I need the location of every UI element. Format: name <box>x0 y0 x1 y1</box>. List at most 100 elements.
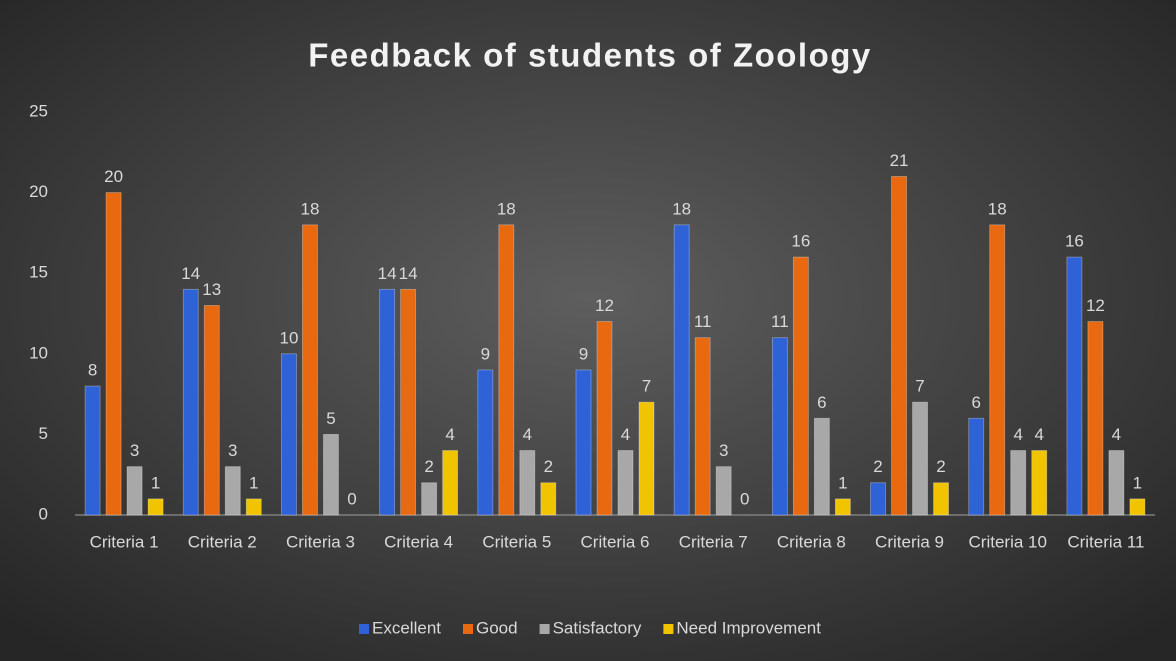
data-label: 4 <box>621 425 630 444</box>
legend-swatch <box>463 624 473 634</box>
bar <box>105 192 122 516</box>
bar <box>442 450 459 516</box>
bar <box>126 466 143 516</box>
bar <box>302 224 318 516</box>
bar <box>540 482 557 516</box>
bar <box>519 450 536 516</box>
x-tick-label: Criteria 10 <box>969 532 1047 551</box>
data-label: 18 <box>300 199 319 218</box>
x-tick-label: Criteria 5 <box>482 532 551 551</box>
bar <box>933 482 949 516</box>
bar <box>834 498 851 516</box>
bar <box>147 498 164 516</box>
data-label: 18 <box>672 199 691 218</box>
bar <box>84 385 101 516</box>
x-tick-label: Criteria 1 <box>90 532 159 551</box>
data-label: 8 <box>88 361 97 380</box>
data-label: 2 <box>936 457 945 476</box>
y-tick-label: 25 <box>29 101 48 120</box>
legend-swatch <box>663 624 674 634</box>
data-label: 9 <box>579 344 588 363</box>
data-label: 1 <box>151 473 160 492</box>
data-label: 10 <box>279 328 298 347</box>
x-tick-label: Criteria 3 <box>286 532 355 551</box>
y-tick-label: 20 <box>29 182 48 201</box>
bar <box>203 305 220 516</box>
bar <box>421 482 438 516</box>
data-label: 9 <box>481 344 490 363</box>
data-label: 3 <box>228 441 237 460</box>
bar <box>575 369 592 516</box>
bar <box>870 482 886 516</box>
bar <box>771 337 788 516</box>
data-label: 1 <box>249 473 258 492</box>
bar <box>477 369 494 516</box>
data-label: 12 <box>595 296 614 315</box>
data-label: 1 <box>838 473 847 492</box>
legend-label: Need Improvement <box>676 618 821 637</box>
bar <box>891 176 907 516</box>
bar <box>1010 450 1027 516</box>
bar <box>617 450 634 516</box>
legend-label: Good <box>476 618 518 637</box>
data-label: 3 <box>719 441 728 460</box>
x-tick-label: Criteria 2 <box>188 532 257 551</box>
data-label: 2 <box>424 457 433 476</box>
data-label: 7 <box>915 377 924 396</box>
data-label: 13 <box>202 280 221 299</box>
x-tick-label: Criteria 8 <box>777 532 846 551</box>
bar <box>596 321 613 516</box>
data-label: 14 <box>181 264 200 283</box>
bar <box>1066 256 1083 516</box>
legend-label: Satisfactory <box>553 618 642 637</box>
data-label: 11 <box>694 312 712 331</box>
data-label: 4 <box>1034 425 1043 444</box>
x-tick-label: Criteria 9 <box>875 532 944 551</box>
data-label: 20 <box>104 167 123 186</box>
bar <box>281 353 297 516</box>
data-label: 18 <box>988 199 1007 218</box>
data-label: 2 <box>544 457 553 476</box>
bar <box>638 401 655 516</box>
bar <box>715 466 732 516</box>
y-tick-label: 0 <box>39 504 48 523</box>
data-label: 21 <box>890 151 909 170</box>
data-label: 5 <box>326 409 335 428</box>
bar <box>323 433 339 516</box>
y-tick-label: 15 <box>29 263 48 282</box>
data-label: 18 <box>497 199 516 218</box>
bar <box>1108 450 1125 516</box>
x-tick-label: Criteria 7 <box>679 532 748 551</box>
bar <box>1129 498 1146 516</box>
y-tick-label: 5 <box>39 424 48 443</box>
bar <box>1087 321 1104 516</box>
bar <box>792 256 809 516</box>
bar <box>245 498 262 516</box>
bar <box>673 224 690 516</box>
data-label: 3 <box>130 441 139 460</box>
chart-title: Feedback of students of Zoology <box>308 37 872 74</box>
data-label: 4 <box>1112 425 1121 444</box>
x-tick-label: Criteria 4 <box>384 532 453 551</box>
bar <box>968 417 985 516</box>
bar <box>182 288 199 516</box>
y-tick-label: 10 <box>29 343 48 362</box>
data-label: 4 <box>1013 425 1022 444</box>
data-label: 4 <box>523 425 532 444</box>
bar <box>379 288 396 516</box>
data-label: 0 <box>347 489 356 508</box>
data-label: 14 <box>399 264 418 283</box>
data-label: 4 <box>445 425 454 444</box>
x-tick-label: Criteria 11 <box>1067 532 1144 551</box>
legend-swatch <box>359 624 370 634</box>
data-label: 7 <box>642 377 651 396</box>
legend-label: Excellent <box>372 618 441 637</box>
bar <box>813 417 830 516</box>
bar <box>498 224 515 516</box>
bar <box>224 466 241 516</box>
bar <box>989 224 1006 516</box>
data-label: 0 <box>740 489 749 508</box>
bar <box>1031 450 1048 516</box>
data-label: 14 <box>378 264 397 283</box>
